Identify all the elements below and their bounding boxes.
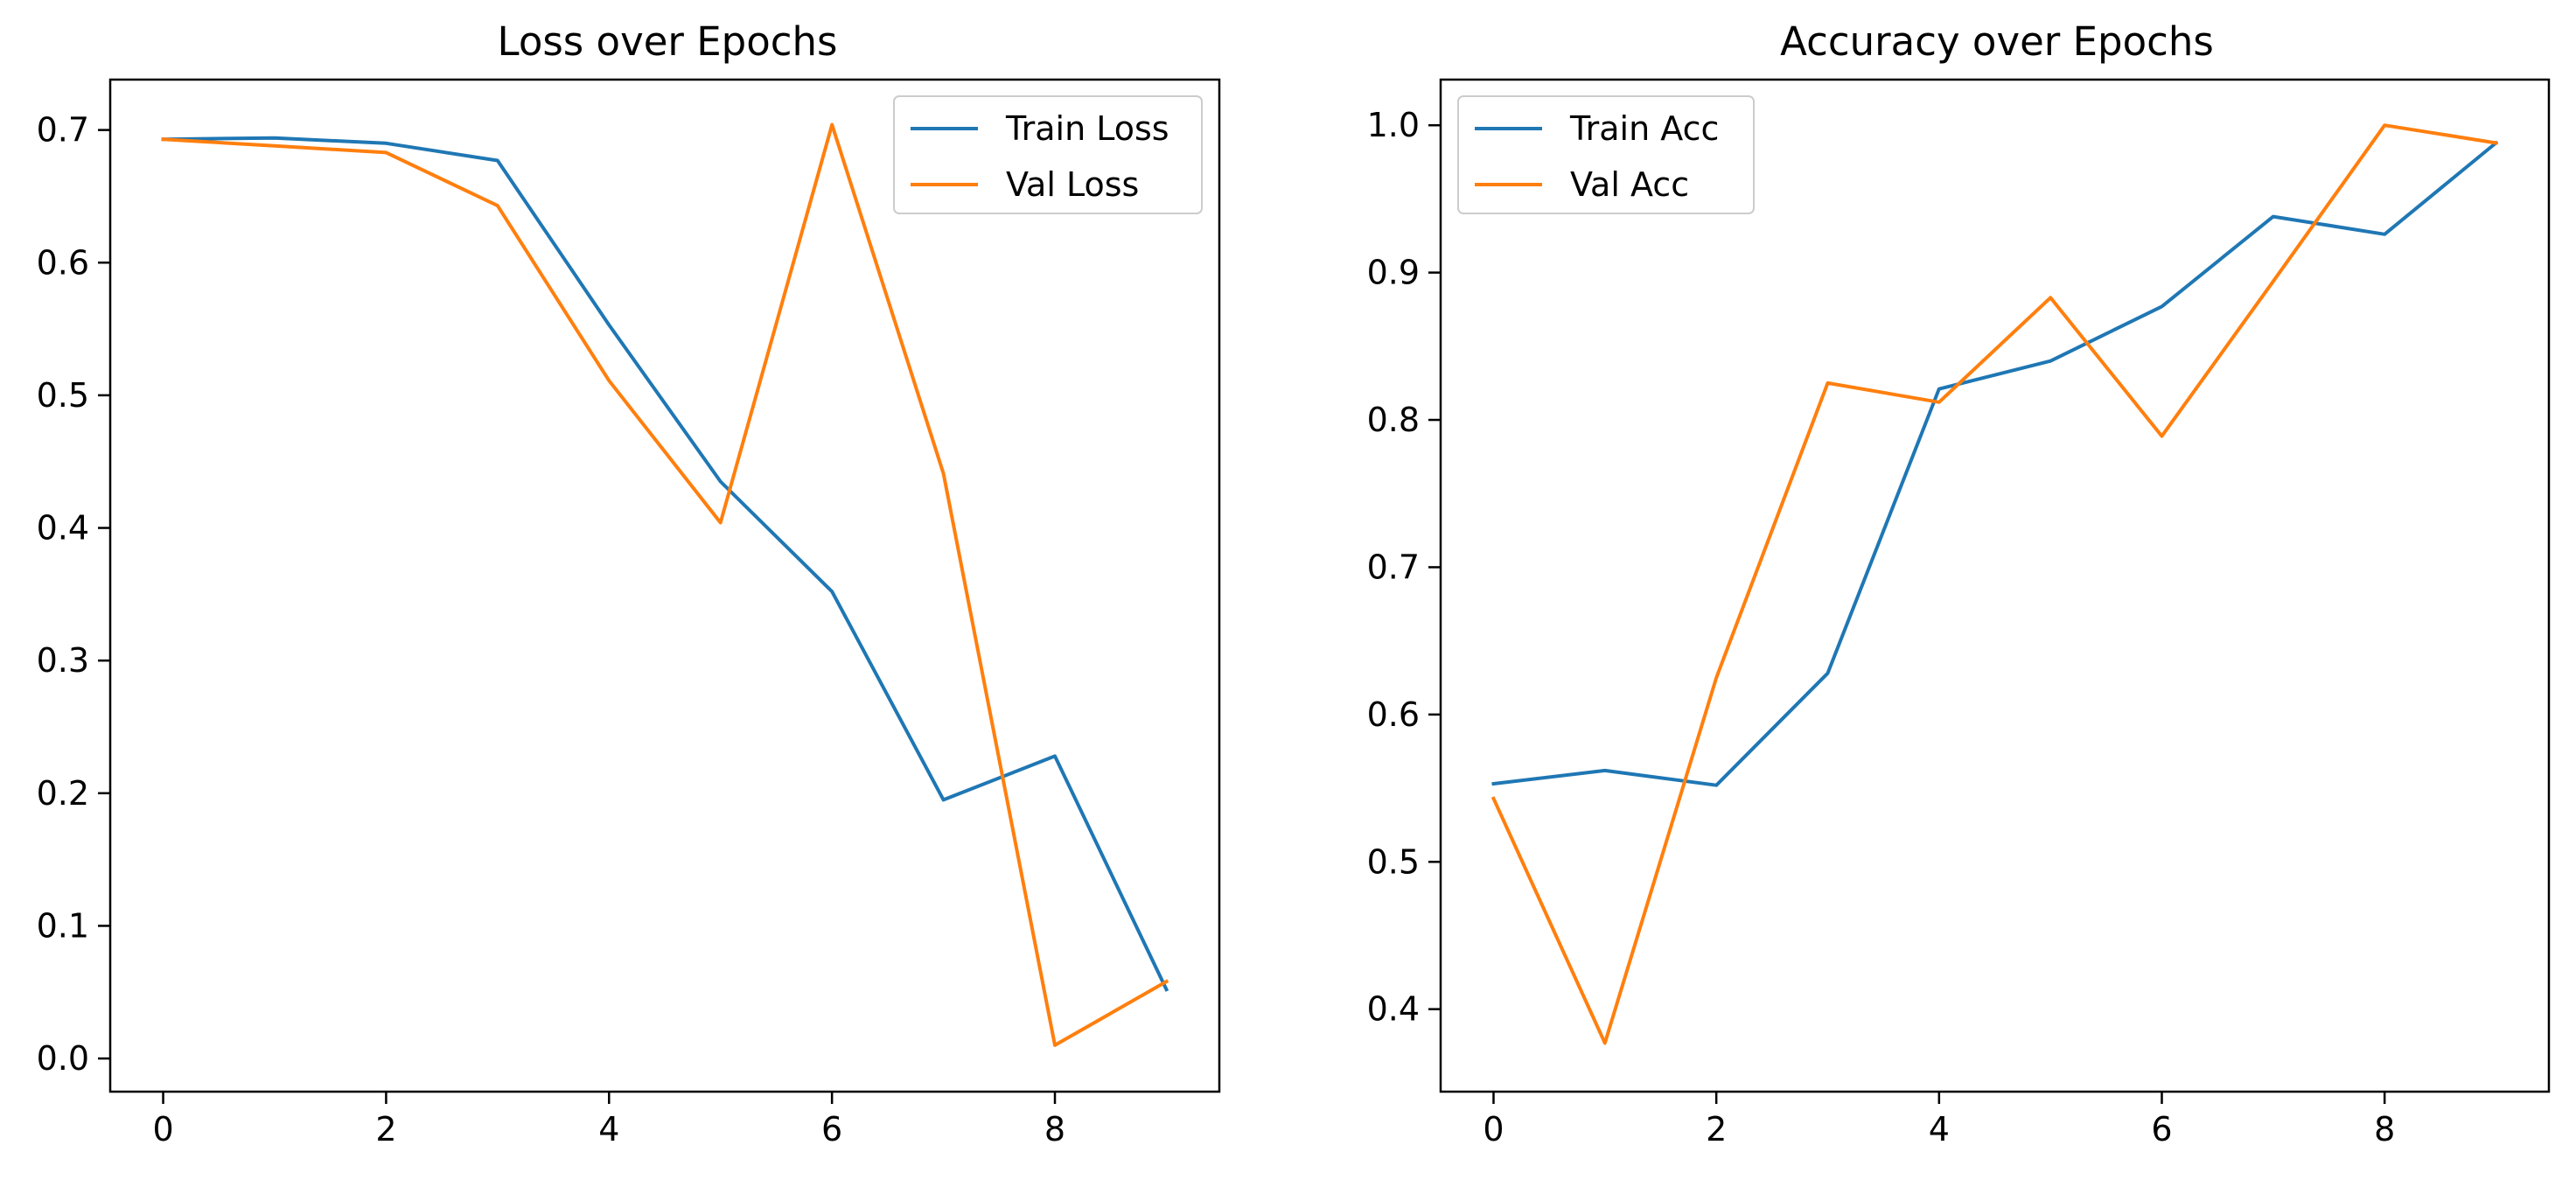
accuracy-x-tick-label: 6 <box>2151 1110 2172 1149</box>
accuracy-axes-frame <box>1439 78 2551 1093</box>
accuracy-y-tick-label: 0.7 <box>1367 548 1420 586</box>
accuracy-y-tick-label: 0.6 <box>1367 695 1420 734</box>
loss-y-tick-label: 0.0 <box>37 1039 89 1078</box>
loss-y-tick-label: 0.7 <box>37 111 89 150</box>
accuracy-x-tick-label: 2 <box>1706 1110 1727 1149</box>
loss-series-line-2 <box>161 122 1169 1047</box>
loss-y-axis: 0.0 0.1 0.2 0.3 0.4 0.5 0.6 0.7 <box>37 111 110 1078</box>
accuracy-chart: Accuracy over Epochs 0 2 4 6 80.40.50.60.70.… <box>1367 18 2551 1149</box>
loss-y-tick-label: 0.4 <box>37 509 89 548</box>
loss-y-tick-label: 0.2 <box>37 774 89 813</box>
loss-legend: Train Loss Val Loss <box>893 95 1203 214</box>
accuracy-y-tick-label: 1.0 <box>1367 106 1420 144</box>
loss-chart-plot: 0 2 4 6 8 0.0 0.1 0.2 0.3 0.4 0.5 0.6 0.7 Train Loss V… <box>37 78 1221 1149</box>
loss-y-tick-label: 0.5 <box>37 376 89 415</box>
accuracy-y-tick-label: 0.5 <box>1367 842 1420 881</box>
loss-x-tick-label: 2 <box>375 1110 396 1149</box>
loss-x-tick-label: 0 <box>152 1110 173 1149</box>
loss-y-tick-label: 0.6 <box>37 243 89 282</box>
loss-x-tick-label: 6 <box>821 1110 842 1149</box>
accuracy-chart-plot: 0 2 4 6 8 0.4 0.5 0.6 0.7 0.8 0.9 1.0 Train Acc Val A… <box>1367 78 2551 1149</box>
accuracy-legend-label-2: Val Acc <box>1570 165 1689 204</box>
loss-chart: Loss over Epochs 0 2 4 6 8 0.0 0.1 0.2 0.3 0.4 0.5… <box>37 18 1221 1149</box>
accuracy-x-axis: 0 2 4 6 8 <box>1483 1092 2395 1149</box>
loss-y-tick-label: 0.3 <box>37 641 89 680</box>
accuracy-legend-label-1: Train Acc <box>1569 109 1719 148</box>
accuracy-x-tick-label: 8 <box>2374 1110 2395 1149</box>
accuracy-y-axis: 0.4 0.5 0.6 0.7 0.8 0.9 1.0 <box>1367 106 1441 1029</box>
accuracy-y-tick-label: 0.9 <box>1367 254 1420 292</box>
loss-legend-label-1: Train Loss <box>1005 109 1169 148</box>
loss-chart-title: Loss over Epochs <box>498 18 838 65</box>
accuracy-y-tick-label: 0.4 <box>1367 990 1420 1029</box>
accuracy-series-line-1 <box>1491 140 2499 787</box>
accuracy-x-tick-label: 4 <box>1929 1110 1950 1149</box>
loss-axes-frame <box>108 78 1221 1093</box>
accuracy-series-group <box>1490 123 2499 1045</box>
loss-x-tick-label: 4 <box>598 1110 619 1149</box>
loss-legend-label-2: Val Loss <box>1006 165 1139 204</box>
loss-y-tick-label: 0.1 <box>37 906 89 945</box>
accuracy-chart-title: Accuracy over Epochs <box>1780 18 2214 65</box>
loss-x-tick-label: 8 <box>1044 1110 1065 1149</box>
accuracy-series-line-2 <box>1490 123 2498 1045</box>
accuracy-x-tick-label: 0 <box>1483 1110 1504 1149</box>
loss-series-group <box>161 122 1169 1047</box>
accuracy-y-tick-label: 0.8 <box>1367 401 1420 439</box>
accuracy-legend: Train Acc Val Acc <box>1457 95 1755 214</box>
loss-series-line-1 <box>161 136 1169 992</box>
loss-x-axis: 0 2 4 6 8 <box>152 1092 1065 1149</box>
